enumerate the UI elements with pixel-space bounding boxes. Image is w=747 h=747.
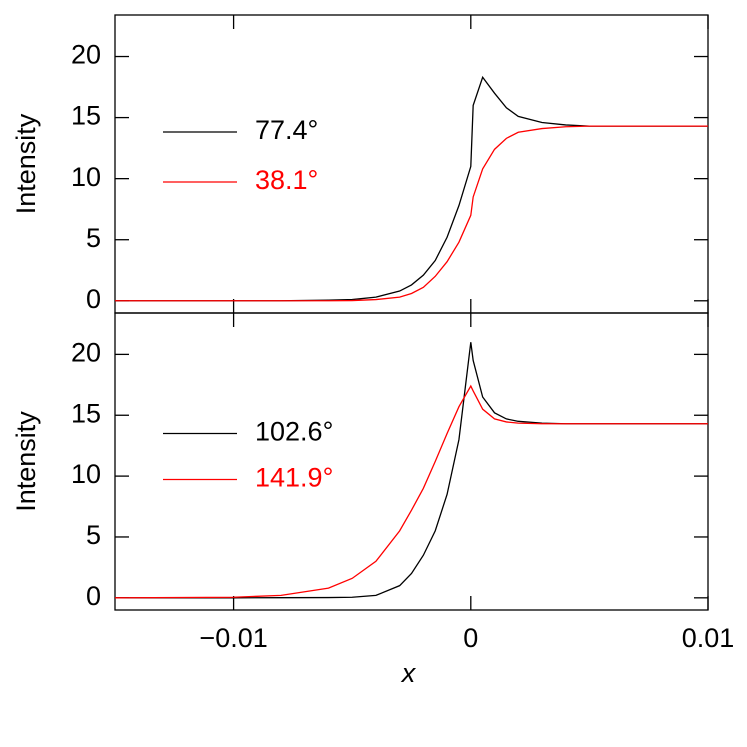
y-axis-label: Intensity — [11, 113, 41, 214]
x-tick-label: 0.01 — [682, 623, 735, 653]
y-tick-label: 5 — [86, 223, 101, 253]
x-tick-label: 0 — [463, 623, 478, 653]
y-tick-label: 15 — [71, 398, 101, 428]
y-tick-label: 10 — [71, 459, 101, 489]
y-tick-label: 20 — [71, 338, 101, 368]
y-axis-label: Intensity — [11, 411, 41, 512]
data-line — [115, 342, 708, 599]
y-tick-label: 15 — [71, 101, 101, 131]
y-tick-label: 5 — [86, 520, 101, 550]
y-tick-label: 20 — [71, 40, 101, 70]
data-line — [114, 384, 708, 599]
data-line — [115, 75, 708, 302]
legend-label: 102.6° — [255, 417, 333, 447]
plot-frame — [114, 312, 709, 611]
plot-frame — [114, 14, 709, 314]
x-tick-label: −0.01 — [199, 623, 267, 653]
data-line — [115, 125, 708, 302]
y-tick-label: 0 — [86, 581, 101, 611]
y-tick-label: 0 — [86, 284, 101, 314]
y-tick-label: 10 — [71, 162, 101, 192]
legend-label: 38.1° — [255, 165, 318, 195]
x-axis-label: x — [400, 658, 417, 688]
legend-label: 77.4° — [255, 115, 318, 145]
legend-label: 141.9° — [255, 463, 333, 493]
